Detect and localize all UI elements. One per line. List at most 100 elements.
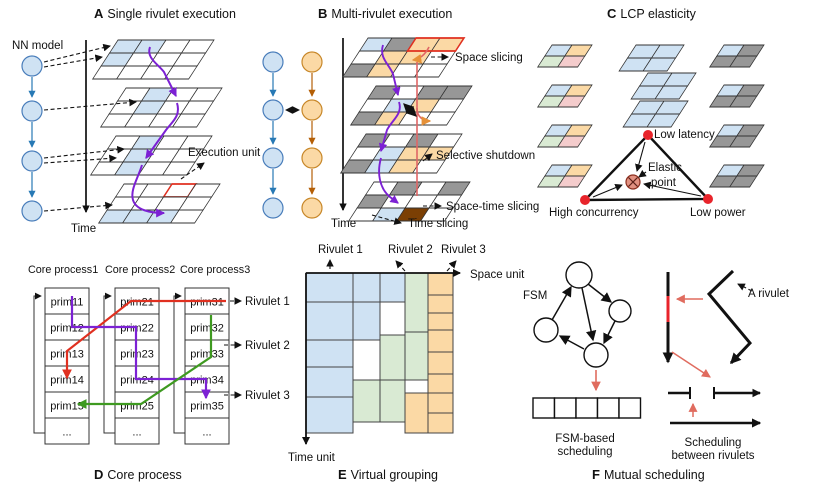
panel-c-title: C LCP elasticity [607,6,697,21]
core-process-1-title: Core process1 [28,264,98,276]
e-rivulet-callouts: Rivulet 1 Rivulet 2 Rivulet 3 [318,244,486,272]
nn-model-label: NN model [12,40,63,52]
rivulet-path-a [131,46,179,218]
schedule-slot [618,397,642,419]
rivulet-path-b-purple [378,44,401,204]
panel-a: A Single rivulet execution NN model Time [12,6,261,235]
time-space-cell [352,339,381,381]
grid-cell [642,57,677,72]
panel-b-title: B Multi-rivulet execution [318,6,452,21]
prim-label: prim32 [190,323,224,335]
scheduling-label-1: Scheduling [685,437,742,449]
unit-grid [630,72,697,100]
grid-cell [163,65,198,80]
unit-grid [536,84,593,108]
time-space-cell [379,334,406,381]
space-slice-outline [406,37,466,52]
unit-grid [99,87,223,128]
time-space-cell [352,379,381,423]
time-axis: Time [71,40,96,235]
grid-cell [646,113,681,128]
unit-grid [622,100,689,128]
grid-cell [556,55,586,68]
elastic-label-2: point [651,177,677,189]
unit-grid [536,44,593,68]
low-latency-label: Low latency [654,129,715,141]
prim-label: prim21 [120,297,154,309]
a-rivulet-label: A rivulet [748,288,790,300]
unit-grid [708,44,765,68]
unit-grid [708,124,765,148]
lcp-triangle: Low latency Elastic point High concurren… [549,129,746,219]
grid-cell [169,209,204,224]
low-power-vertex [703,194,713,204]
grid-cell [556,175,586,188]
prim-label: prim24 [120,375,154,387]
unit-grid [708,164,765,188]
e-rivulet-2-label: Rivulet 2 [388,244,433,256]
time-space-cell [305,301,354,341]
rivulet-3-path [70,296,211,400]
e-rivulet-3-label: Rivulet 3 [441,244,486,256]
panel-c: C LCP elasticity Low latency Elastic poin… [536,6,765,219]
panel-a-title: A Single rivulet execution [94,6,236,21]
panel-f: FSM FSM-based schedulin [523,261,790,482]
prim-cell [44,417,90,445]
prim-label: prim33 [190,349,224,361]
grid-cell [161,161,196,176]
prim-cell [184,313,230,341]
e-rivulet-1-label: Rivulet 1 [318,244,363,256]
prim-label: ... [132,427,141,439]
high-concurrency-vertex [580,195,590,205]
schedule-slot [596,397,620,419]
fsm-label: FSM [523,290,547,302]
time-space-cell [427,312,454,331]
rivulet-path-b-red [411,46,432,196]
panel-b-callouts: Space slicing Selective shutdown Space-t… [371,52,539,230]
time-space-cell [427,294,454,314]
prim-label: ... [62,427,71,439]
execution-unit-callout: Execution unit [180,147,261,180]
time-space-cell [352,301,381,341]
prim-label: prim15 [50,401,84,413]
time-space-cell [427,351,454,375]
prim-label: prim31 [190,297,224,309]
space-unit-label: Space unit [470,269,525,281]
time-space-cell [427,373,454,394]
panel-d-caption: D Core process [94,467,182,482]
fsm-state [583,342,609,368]
time-space-cell [427,329,454,353]
execution-grids-b [339,37,473,222]
nn-node [21,200,43,222]
grid-cell [728,175,758,188]
time-space-cell [379,379,406,423]
elastic-point-icon [625,174,641,190]
high-concurrency-label: High concurrency [549,207,639,219]
unit-grid [97,183,221,224]
nn-node [21,150,43,172]
unit-grid [536,164,593,188]
elasticity-grids [536,44,765,188]
rivulet-1-label: Rivulet 1 [245,296,290,308]
prim-label: prim11 [51,297,84,309]
panel-f-caption: F Mutual scheduling [592,467,705,482]
rivulet-timelines: A rivulet [662,269,790,428]
prim-label: prim25 [120,401,154,413]
execution-grids-a [89,39,223,224]
panel-e: Space unit Time unit Rivulet 1 Rivulet 2… [288,244,525,482]
grid-cell [413,63,448,78]
prim-label: prim12 [50,323,84,335]
nn-chain-orange-b [301,51,323,219]
fsm-based-label-2: scheduling [558,446,613,458]
time-space-cell [427,412,454,434]
virtual-grouping-grid [305,272,454,434]
time-space-cell [305,366,354,398]
nn-chain-blue [21,55,43,222]
time-space-cell [404,379,429,394]
nn-node [21,100,43,122]
time-space-cell [379,272,406,303]
unit-grid [708,84,765,108]
low-latency-vertex [643,130,653,140]
rivulet-2-label: Rivulet 2 [245,340,290,352]
